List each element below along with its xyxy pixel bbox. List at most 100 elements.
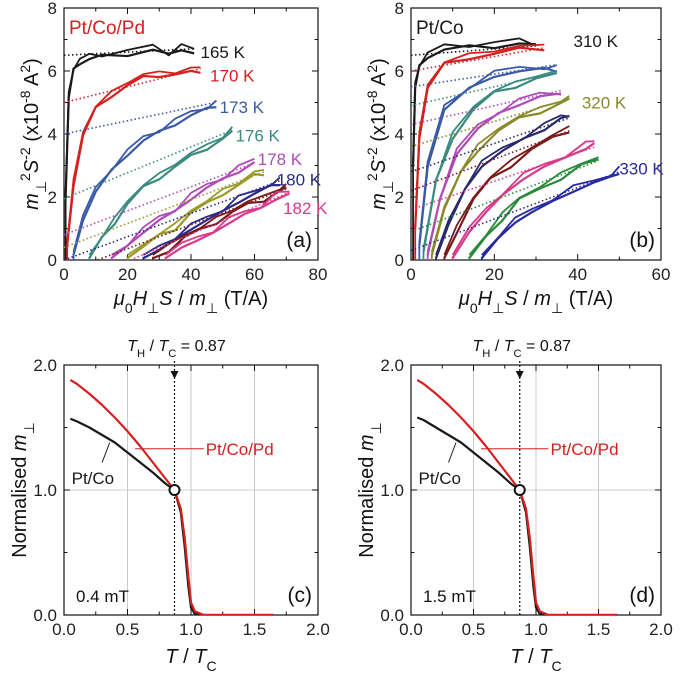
temperature-label: 173 K xyxy=(220,98,265,117)
threshold-label-part: T xyxy=(504,338,515,355)
y-tick-label: 6 xyxy=(395,62,404,81)
x-axis-label-part: ⊥ xyxy=(206,300,218,316)
y-axis-label-part: ) xyxy=(368,58,390,65)
threshold-label-part: C xyxy=(514,348,522,360)
y-axis-label-part: ⊥ xyxy=(33,181,49,193)
temperature-label: 310 K xyxy=(574,32,619,51)
temperature-label: 170 K xyxy=(210,67,255,86)
threshold-label: TH / TC = 0.87 xyxy=(473,338,572,360)
plot-frame xyxy=(63,7,319,261)
y-axis-label-part: ⊥ xyxy=(380,181,396,193)
y-axis-label: Normalised m⊥ xyxy=(9,422,37,558)
x-axis-label-part: H xyxy=(478,288,493,310)
series-line xyxy=(422,71,558,252)
fit-line xyxy=(411,160,599,233)
threshold-label-part: = 0.87 xyxy=(176,338,225,355)
y-tick-label: 2.0 xyxy=(380,356,404,375)
plot-area xyxy=(64,43,290,260)
y-tick-label: 0.0 xyxy=(33,606,57,625)
x-axis-label-part: H xyxy=(133,288,148,310)
fit-line xyxy=(411,63,557,88)
y-axis-label-part: ⊥ xyxy=(21,422,37,434)
y-tick-label: 4 xyxy=(48,125,57,144)
y-tick-label: 1.0 xyxy=(33,481,57,500)
x-axis-label-part: m xyxy=(189,288,206,310)
x-tick-label: 0 xyxy=(406,265,415,284)
panel-tag-a: (a) xyxy=(286,229,312,252)
series-line xyxy=(434,114,570,259)
intersection-marker xyxy=(513,484,526,496)
series-line xyxy=(88,126,233,256)
series-line xyxy=(412,37,537,164)
threshold-label-part: T xyxy=(127,338,138,355)
x-tick-label: 40 xyxy=(568,265,587,284)
panel-title-b: Pt/Co xyxy=(416,18,464,39)
x-axis-label: T / TC xyxy=(510,646,561,674)
intersection-marker xyxy=(168,484,181,496)
x-tick-label: 40 xyxy=(182,265,201,284)
series-line xyxy=(88,129,233,259)
series-line xyxy=(426,91,562,253)
series-line xyxy=(430,95,570,253)
series-line xyxy=(418,64,558,243)
x-tick-label: 60 xyxy=(652,265,671,284)
x-tick-label: 0.0 xyxy=(52,620,76,639)
annotation-leader xyxy=(448,442,457,463)
series-line xyxy=(416,379,618,615)
series-line xyxy=(126,173,265,260)
y-axis-label-part: S xyxy=(21,159,43,173)
x-axis-label-part: C xyxy=(206,658,216,674)
panel-tag-c: (c) xyxy=(288,584,313,607)
y-tick-label: 1.0 xyxy=(380,481,404,500)
y-axis-label-part: m xyxy=(21,193,43,210)
threshold-label: TH / TC = 0.87 xyxy=(127,338,226,360)
series-line xyxy=(443,125,570,256)
series-line xyxy=(111,157,255,256)
y-axis-label-part: 2 xyxy=(17,173,33,181)
y-axis-label-part: 2 xyxy=(17,65,33,73)
fit-line xyxy=(411,89,562,126)
x-tick-label: 20 xyxy=(485,265,504,284)
fit-line xyxy=(411,171,620,252)
y-axis-label-part: A xyxy=(368,72,390,90)
panel-title-a: Pt/Co/Pd xyxy=(69,18,145,39)
x-tick-label: 0.0 xyxy=(399,620,423,639)
series-line xyxy=(451,142,595,259)
series-line xyxy=(414,43,545,227)
temperature-label: 182 K xyxy=(283,199,328,218)
x-axis-label-part: μ xyxy=(113,288,125,310)
series-line xyxy=(165,190,290,256)
threshold-label-part: = 0.87 xyxy=(522,338,571,355)
x-tick-label: 0.5 xyxy=(462,620,486,639)
x-tick-label: 2.0 xyxy=(649,620,673,639)
x-axis-label-part: T xyxy=(194,646,208,668)
series-annotation: Pt/Co/Pd xyxy=(206,440,274,459)
y-axis-label-part: ⊥ xyxy=(368,422,384,434)
x-axis-label-part: S xyxy=(504,288,518,310)
x-axis-label-part: ⊥ xyxy=(551,300,563,316)
x-axis-label-part: 0 xyxy=(470,300,478,316)
x-tick-label: 1.0 xyxy=(524,620,548,639)
x-tick-label: 1.5 xyxy=(243,620,267,639)
x-axis-label-part: / xyxy=(518,288,535,310)
x-tick-label: 1.5 xyxy=(587,620,611,639)
series-annotation: Pt/Co xyxy=(72,469,115,488)
y-axis-label: Normalised m⊥ xyxy=(356,422,384,558)
y-tick-label: 0 xyxy=(395,251,404,270)
threshold-label-part: H xyxy=(137,348,145,360)
series-line xyxy=(66,66,201,243)
temperature-label: 176 K xyxy=(235,127,280,146)
plot-area xyxy=(411,37,621,260)
y-tick-label: 0.0 xyxy=(380,606,404,625)
field-label: 0.4 mT xyxy=(76,587,129,606)
series-line xyxy=(481,165,621,256)
y-tick-label: 0 xyxy=(48,251,57,270)
y-tick-label: 8 xyxy=(395,0,404,18)
temperature-label: 330 K xyxy=(619,160,664,179)
panel-tag-d: (d) xyxy=(629,584,655,607)
y-tick-label: 6 xyxy=(48,62,57,81)
y-tick-label: 2 xyxy=(395,188,404,207)
x-axis-label-part: / xyxy=(173,288,190,310)
series-annotation: Pt/Co/Pd xyxy=(551,440,619,459)
